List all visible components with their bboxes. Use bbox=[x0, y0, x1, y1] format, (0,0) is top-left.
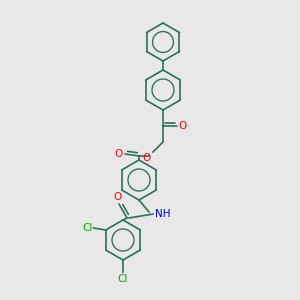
Text: O: O bbox=[115, 149, 123, 159]
Text: O: O bbox=[114, 192, 122, 202]
Text: Cl: Cl bbox=[118, 274, 128, 284]
Text: O: O bbox=[178, 121, 186, 131]
Text: Cl: Cl bbox=[82, 223, 93, 233]
Text: NH: NH bbox=[155, 209, 170, 219]
Text: O: O bbox=[143, 153, 151, 163]
